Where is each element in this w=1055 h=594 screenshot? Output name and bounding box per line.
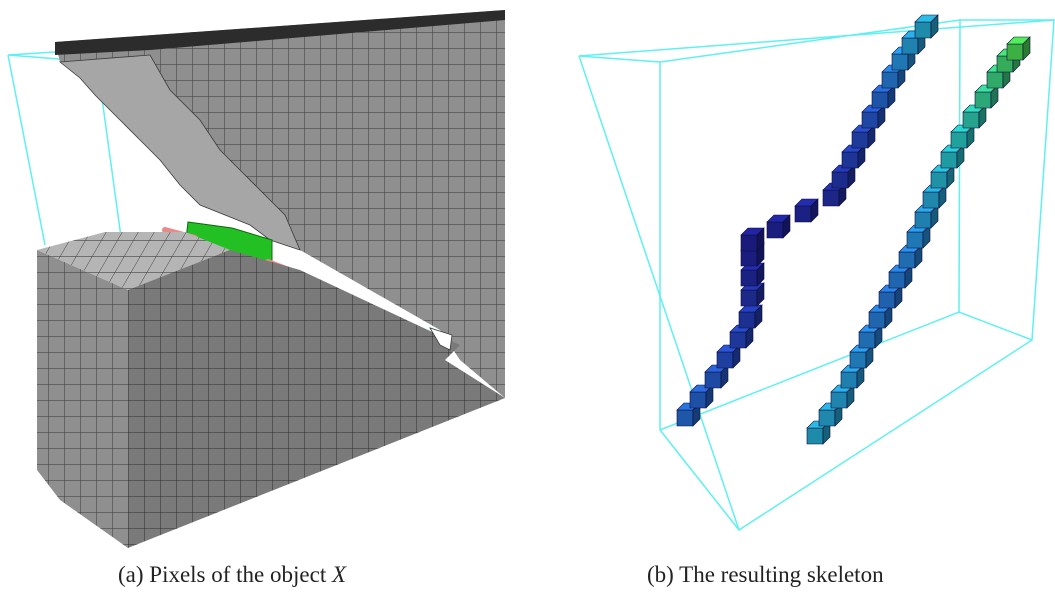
- voxel-object-illustration: [7, 10, 505, 548]
- caption-b-label: (b): [647, 562, 674, 587]
- skeleton-voxel: [830, 384, 855, 409]
- skeleton-voxel: [906, 224, 931, 249]
- skeleton-voxel: [716, 344, 741, 369]
- skeleton-voxel: [729, 324, 754, 349]
- skeleton-voxel: [871, 84, 896, 109]
- voxel-top-edge: [55, 10, 505, 55]
- skeleton-voxel: [878, 284, 903, 309]
- skeleton-voxel: [898, 244, 923, 269]
- skeleton-voxel: [940, 144, 965, 169]
- skeleton-voxel: [868, 304, 893, 329]
- skeleton-voxel: [841, 144, 866, 169]
- caption-b-text: The resulting skeleton: [679, 562, 884, 587]
- skeleton-voxel: [962, 104, 987, 129]
- skeleton-voxel: [849, 344, 874, 369]
- panel-b: (b) The resulting skeleton: [527, 0, 1055, 594]
- skeleton-voxel: [689, 384, 714, 409]
- skeleton-voxel: [738, 304, 763, 329]
- skeleton-voxel: [950, 124, 975, 149]
- skeleton-voxel: [766, 214, 791, 239]
- voxel-cavity-steps: [58, 54, 301, 251]
- bounding-box-b: [578, 19, 1055, 532]
- skeleton-voxel: [704, 364, 729, 389]
- skeleton-voxel: [1006, 36, 1031, 61]
- skeleton-voxel: [740, 282, 765, 307]
- caption-a-label: (a): [118, 562, 144, 587]
- caption-b: (b) The resulting skeleton: [647, 562, 884, 588]
- voxel-lower-right: [128, 250, 505, 548]
- skeleton-voxel: [861, 104, 886, 129]
- skeleton-voxel: [914, 204, 939, 229]
- skeleton-branch-right: [806, 36, 1031, 445]
- skeleton-voxel: [840, 364, 865, 389]
- voxel-notch: [429, 327, 453, 351]
- skeleton-voxel: [794, 198, 819, 223]
- skeleton-branch-left: [676, 14, 939, 427]
- skeleton-voxel: [851, 124, 876, 149]
- caption-a-variable: X: [331, 562, 347, 587]
- skeleton-voxel: [888, 264, 913, 289]
- skeleton-voxel: [740, 227, 765, 252]
- caption-a: (a) Pixels of the object X: [118, 562, 346, 588]
- voxel-lower-top: [37, 232, 230, 290]
- skeleton-voxel: [914, 14, 939, 39]
- skeleton-voxel: [858, 324, 883, 349]
- skeleton-illustration: [578, 14, 1055, 532]
- skeleton-voxel: [974, 84, 999, 109]
- caption-a-text: Pixels of the object: [149, 562, 332, 587]
- skeleton-voxel: [831, 164, 856, 189]
- panel-a: (a) Pixels of the object X: [0, 0, 527, 594]
- voxel-lower-front: [37, 250, 128, 548]
- skeleton-voxel: [930, 164, 955, 189]
- skeleton-voxel: [740, 262, 765, 287]
- skeleton-voxel: [922, 184, 947, 209]
